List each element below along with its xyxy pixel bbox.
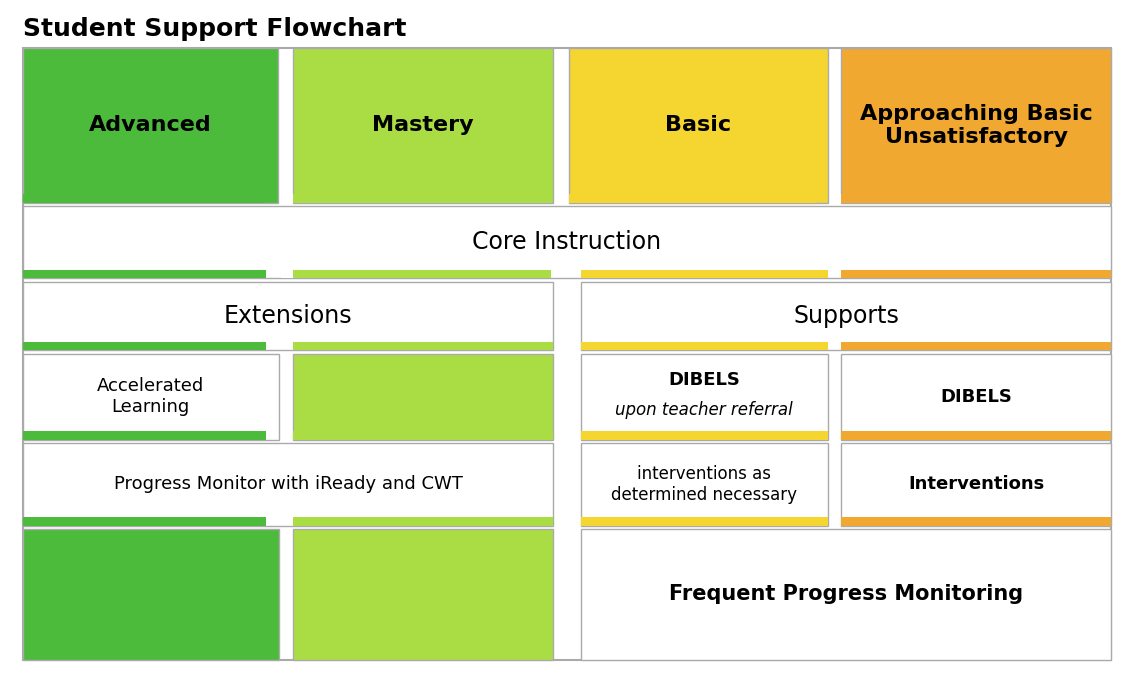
Text: Progress Monitor with iReady and CWT: Progress Monitor with iReady and CWT	[113, 475, 463, 493]
Text: Student Support Flowchart: Student Support Flowchart	[23, 17, 406, 41]
Bar	[23, 354, 279, 440]
Bar	[23, 282, 553, 350]
Text: Basic: Basic	[666, 115, 731, 135]
Bar	[23, 270, 266, 278]
Bar	[581, 270, 828, 278]
Bar	[841, 342, 1111, 350]
Bar	[841, 48, 1111, 203]
Bar	[293, 342, 553, 350]
Bar	[23, 194, 266, 203]
Bar	[293, 48, 553, 203]
Bar	[841, 431, 1111, 440]
Bar	[293, 194, 551, 203]
Text: Extensions: Extensions	[223, 304, 353, 328]
Bar	[581, 443, 828, 526]
Bar	[23, 517, 266, 526]
Text: Advanced: Advanced	[88, 115, 212, 135]
Bar	[23, 342, 266, 350]
Bar	[23, 206, 1111, 278]
Text: DIBELS: DIBELS	[668, 370, 741, 389]
Bar	[581, 517, 828, 526]
Bar	[23, 48, 278, 203]
Bar	[841, 270, 1111, 278]
Bar	[841, 517, 1111, 526]
Bar	[581, 354, 828, 440]
Text: Mastery: Mastery	[372, 115, 474, 135]
Text: interventions as
determined necessary: interventions as determined necessary	[611, 465, 797, 504]
Bar	[293, 529, 553, 660]
Bar	[293, 517, 553, 526]
Bar	[23, 431, 266, 440]
Bar	[581, 282, 1111, 350]
Bar	[581, 342, 828, 350]
Text: Interventions: Interventions	[908, 475, 1044, 493]
Bar	[581, 529, 1111, 660]
Bar	[841, 270, 850, 278]
Text: Frequent Progress Monitoring: Frequent Progress Monitoring	[669, 584, 1023, 605]
Bar	[23, 48, 1111, 660]
Bar	[841, 443, 1111, 526]
Text: DIBELS: DIBELS	[940, 387, 1013, 406]
Text: upon teacher referral: upon teacher referral	[616, 401, 793, 420]
Bar	[832, 194, 841, 203]
Text: Approaching Basic
Unsatisfactory: Approaching Basic Unsatisfactory	[860, 104, 1093, 147]
Bar	[569, 48, 828, 203]
Bar	[281, 270, 293, 278]
Text: Core Instruction: Core Instruction	[473, 230, 661, 254]
Bar	[581, 431, 828, 440]
Bar	[293, 354, 553, 440]
Bar	[293, 270, 551, 278]
Bar	[281, 194, 293, 203]
Bar	[841, 194, 1111, 203]
Bar	[569, 194, 816, 203]
Text: Accelerated
Learning: Accelerated Learning	[98, 377, 204, 416]
Text: Supports: Supports	[793, 304, 899, 328]
Bar	[23, 529, 279, 660]
Bar	[23, 443, 553, 526]
Bar	[841, 354, 1111, 440]
Bar	[293, 431, 553, 440]
